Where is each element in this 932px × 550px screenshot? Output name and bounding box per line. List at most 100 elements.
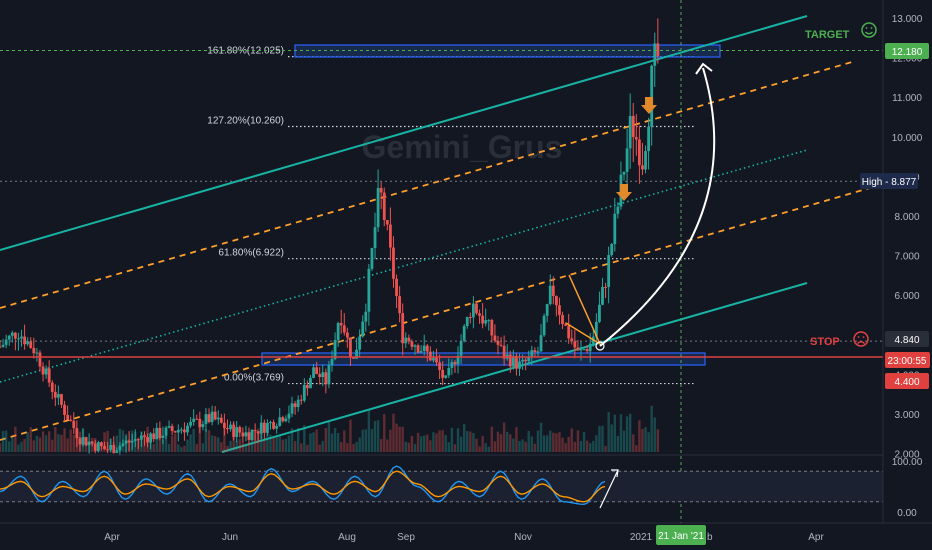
volume-bar <box>493 441 497 452</box>
volume-bar <box>333 427 337 452</box>
candle-body <box>66 414 70 420</box>
fib-level-label: 161.80%(12.025) <box>207 46 284 57</box>
volume-bar <box>487 446 490 452</box>
stop-price-tag: 4.400 <box>885 373 929 389</box>
candle-body <box>149 433 153 443</box>
volume-bar <box>275 436 278 452</box>
candle-body <box>176 429 180 433</box>
candle-body <box>607 254 611 288</box>
volume-bar <box>598 425 601 452</box>
candle-body <box>650 65 654 127</box>
candle-body <box>616 206 620 214</box>
price-tick-label: 12.000 <box>892 54 923 65</box>
candle-body <box>352 357 355 359</box>
volume-bar <box>429 440 432 452</box>
candle-body <box>367 268 371 312</box>
stoch-d-line <box>0 470 606 503</box>
candle-body <box>189 421 192 426</box>
volume-bar <box>472 432 475 452</box>
candle-body <box>124 440 128 444</box>
candle-body <box>219 417 223 423</box>
volume-bar <box>8 441 11 452</box>
volume-bar <box>499 434 503 452</box>
candle-body <box>241 432 245 437</box>
candle-body <box>404 337 408 344</box>
volume-bar <box>509 434 512 452</box>
volume-bar <box>361 429 364 452</box>
volume-bar <box>616 435 620 452</box>
candle-body <box>198 418 202 428</box>
volume-bar <box>309 433 312 452</box>
volume-bar <box>650 405 653 452</box>
candle-body <box>195 418 199 420</box>
volume-bar <box>4 430 8 452</box>
candle-body <box>29 341 33 348</box>
channel-lines-layer <box>0 15 881 453</box>
candle-body <box>582 349 586 351</box>
candle-body <box>250 429 254 440</box>
volume-bar <box>195 444 198 452</box>
candle-body <box>133 439 137 441</box>
volume-bar <box>386 439 389 452</box>
candle-body <box>416 345 420 353</box>
candle-body <box>173 431 177 433</box>
channel-mid-line <box>0 149 808 383</box>
volume-bar <box>174 433 177 452</box>
candle-body <box>490 320 494 336</box>
volume-bar <box>635 445 638 452</box>
candle-body <box>278 417 282 426</box>
candle-body <box>186 425 189 433</box>
candle-body <box>155 427 159 440</box>
volume-bar <box>502 422 506 452</box>
oscillator-up-arrow <box>599 469 619 509</box>
channel-lower-line <box>221 282 808 453</box>
candle-body <box>410 341 414 347</box>
candle-body <box>152 433 156 440</box>
support-zone-box <box>261 352 706 366</box>
candle-body <box>299 399 303 401</box>
volume-bar <box>475 438 478 452</box>
volume-bar <box>604 445 607 452</box>
candle-body <box>333 340 337 360</box>
candle-body <box>548 285 552 305</box>
volume-bar <box>582 432 586 452</box>
volume-bar <box>207 430 211 452</box>
candle-body <box>628 115 632 149</box>
candle-body <box>570 338 574 342</box>
volume-bar <box>628 413 632 452</box>
volume-bar <box>164 435 168 452</box>
volume-bar <box>23 438 26 452</box>
candle-body <box>50 382 54 392</box>
candle-body <box>302 385 306 401</box>
volume-bar <box>410 435 414 452</box>
volume-bar <box>312 432 315 452</box>
candle-body <box>315 367 319 375</box>
orange-upper-line <box>0 61 853 309</box>
svg-text:21 Jan '21: 21 Jan '21 <box>658 531 704 542</box>
volume-bar <box>198 425 202 452</box>
volume-bar <box>324 428 328 452</box>
volume-bar <box>167 444 171 452</box>
candle-body <box>376 188 380 228</box>
candle-body <box>296 399 300 408</box>
volume-bar <box>26 432 29 452</box>
volume-bar <box>561 437 564 452</box>
candle-body <box>435 357 438 363</box>
candle-body <box>41 366 45 375</box>
candle-body <box>511 355 515 367</box>
candle-body <box>625 148 629 172</box>
candle-body <box>342 325 346 333</box>
volume-bar <box>610 424 613 452</box>
candle-body <box>450 362 454 368</box>
candle-body <box>69 419 73 421</box>
volume-bar <box>367 408 371 452</box>
volume-bar <box>545 435 549 452</box>
candle-body <box>259 422 263 434</box>
candle-body <box>312 367 315 378</box>
candle-body <box>20 336 23 339</box>
volume-bar <box>579 441 583 452</box>
candle-body <box>567 325 571 339</box>
volume-bar <box>395 423 398 452</box>
candle-body <box>382 192 386 220</box>
candle-body <box>121 443 125 446</box>
